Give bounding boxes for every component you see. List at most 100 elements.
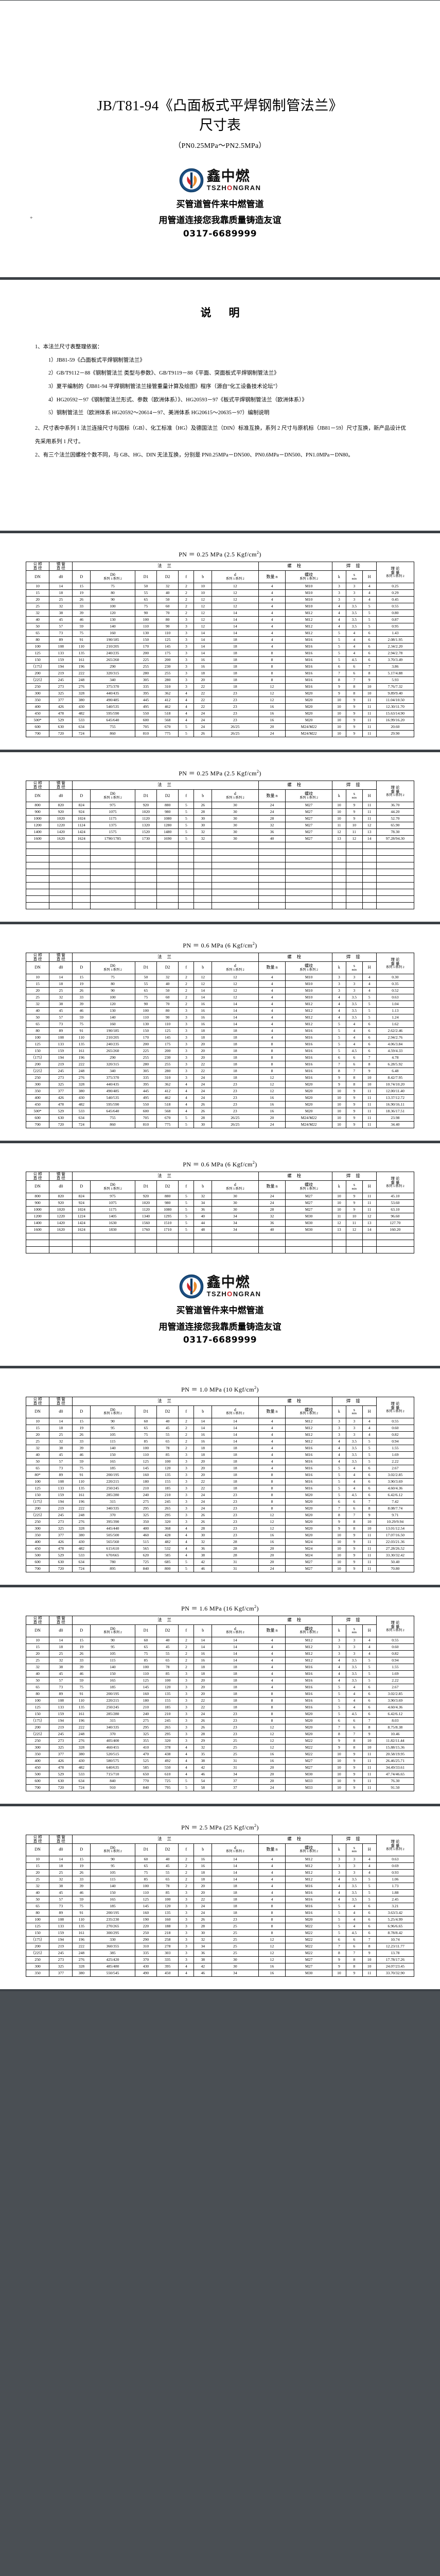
- table-cell: 9: [345, 730, 363, 738]
- table-cell: 350: [25, 1969, 50, 1977]
- col-D: D: [72, 789, 91, 803]
- table-cell: 800: [25, 802, 50, 809]
- table-cell: 8: [345, 1074, 363, 1082]
- table-cell: 18: [212, 1697, 259, 1704]
- table-cell: M16: [285, 1471, 332, 1479]
- table-cell: 115: [90, 1656, 135, 1664]
- explanation-item: 1）JB81-59《凸面板式平焊钢制管法兰》: [48, 357, 145, 363]
- table-cell: 1510: [156, 1219, 179, 1227]
- table-cell: 42: [193, 1764, 213, 1771]
- table-cell: 240/235: [90, 650, 135, 657]
- brand-name-cn: 鑫中燃: [206, 1275, 250, 1291]
- table-cell: 10: [362, 690, 377, 698]
- table-cell: 39: [72, 1663, 91, 1671]
- table-row: 250 273 276 375/370 335 310 3 24 18 12 M16 9 8 10 8.42…: [25, 1074, 415, 1082]
- table-cell: M20: [285, 1108, 332, 1115]
- table-cell: 529: [49, 1552, 73, 1560]
- table-cell: 6: [345, 1942, 363, 1950]
- table-cell: 130: [134, 630, 157, 637]
- table-cell: 9: [345, 1770, 363, 1778]
- table-cell: 14: [193, 1636, 213, 1644]
- col-group-d0: 钢 管直 径: [49, 1172, 73, 1181]
- table-cell: 5: [178, 822, 195, 829]
- table-row: 32 38 39 140 100 78 2 18 18 4 M16 4 3.5 5 1.55: [25, 1445, 415, 1452]
- table-cell: 35: [193, 1750, 213, 1758]
- table-cell: [331, 869, 346, 876]
- table-cell: 75: [90, 974, 135, 981]
- table-cell: 595/590: [90, 710, 135, 718]
- table-cell: [212, 849, 259, 856]
- table-cell: 630: [49, 723, 73, 731]
- table-row: 300 325 328 485/480 430 395 4 42 30 16 M27 9 8 10 24.0…: [25, 1962, 415, 1970]
- col-k: k: [331, 1843, 346, 1856]
- table-cell: M20: [285, 1512, 332, 1519]
- table-cell: [212, 1233, 259, 1241]
- table-cell: 600: [25, 1777, 50, 1785]
- table-cell: 645/640: [90, 717, 135, 724]
- table-cell: 11: [362, 1121, 377, 1129]
- table-cell: 11: [362, 1558, 377, 1566]
- col-group-bolt: 螺 栓: [258, 781, 332, 790]
- table-cell: 78: [156, 1663, 179, 1671]
- table-cell: 155: [156, 1478, 179, 1486]
- table-cell: 10: [331, 1114, 346, 1122]
- table-cell: 715/710: [90, 1770, 135, 1778]
- table-cell: 12: [258, 1723, 286, 1731]
- table-cell: 5: [331, 1465, 346, 1472]
- table-cell: 3.5: [345, 1445, 363, 1452]
- table-cell: 1760: [134, 1226, 157, 1234]
- table-cell: 8: [331, 1730, 346, 1738]
- col-D1: D1: [134, 789, 157, 803]
- table-cell: [331, 855, 346, 863]
- table-cell: 600: [25, 723, 50, 731]
- table-cell: 100: [156, 1458, 179, 1466]
- table-cell: M16: [285, 1902, 332, 1910]
- table-cell: 505/500: [90, 1532, 135, 1539]
- col-H: H: [362, 1843, 377, 1856]
- col-group-weld: 焊 接: [331, 562, 377, 571]
- col-group-d0: 钢 管直 径: [49, 1397, 73, 1406]
- table-cell: 90: [90, 987, 135, 995]
- col-s: s min: [345, 789, 363, 803]
- table-cell: 145: [156, 643, 179, 651]
- table-cell: 6: [331, 1498, 346, 1506]
- table-row: 800 820 824 975 920 880 5 32 30 24 M27 10 9 11 45.10: [25, 1193, 415, 1200]
- table-cell: 2: [178, 596, 195, 604]
- table-cell: 32: [49, 994, 73, 1002]
- table-row: 150 159 161 285/280 240 210 3 24 23 8 M20 5 4.5 6 6.42…: [25, 1492, 415, 1499]
- page-pressure-range: （PN0.25MPa～PN2.5MPa）: [174, 142, 266, 150]
- table-cell: 30: [193, 1121, 213, 1129]
- table-cell: 89: [49, 1471, 73, 1479]
- table-cell: 6: [362, 1492, 377, 1499]
- col-H: H: [362, 961, 377, 975]
- table-row: 400 426 430 565/560 515 482 4 32 28 16 M24 10 9 11 22.…: [25, 1538, 415, 1546]
- table-cell: 133: [49, 1485, 73, 1493]
- table-cell: 328: [72, 1081, 91, 1089]
- table-cell: 159: [49, 1710, 73, 1718]
- table-cell: 9: [331, 683, 346, 691]
- table-cell: 250: [25, 1956, 50, 1963]
- table-cell: 28: [193, 1114, 213, 1122]
- table-cell: 1.69: [376, 1451, 415, 1459]
- table-cell: 6: [362, 1683, 377, 1691]
- table-row: 10 14 15 75 50 32 2 12 12 4 M10 3 3 4 0.30: [25, 974, 415, 981]
- table-cell: 4: [362, 589, 377, 597]
- table-cell: 10: [331, 1108, 346, 1115]
- table-cell: 73: [49, 1683, 73, 1691]
- table-cell: 160: [134, 1690, 157, 1698]
- table-cell: 4: [345, 1034, 363, 1042]
- table-cell: M16: [285, 1047, 332, 1055]
- table-cell: 4: [258, 1683, 286, 1691]
- table-cell: 6: [362, 1690, 377, 1698]
- table-cell: 12: [212, 980, 259, 988]
- table-cell: 105: [90, 1431, 135, 1439]
- table-cell: 4: [362, 596, 377, 604]
- table-cell: [331, 882, 346, 890]
- col-f: f: [178, 1843, 195, 1856]
- table-cell: 4: [258, 1465, 286, 1472]
- table-cell: 14: [212, 1650, 259, 1657]
- table-cell: 8: [258, 1067, 286, 1075]
- table-cell: 12.30/11.70: [376, 703, 415, 711]
- table-cell: 320: [156, 1518, 179, 1526]
- table-cell: [156, 869, 179, 876]
